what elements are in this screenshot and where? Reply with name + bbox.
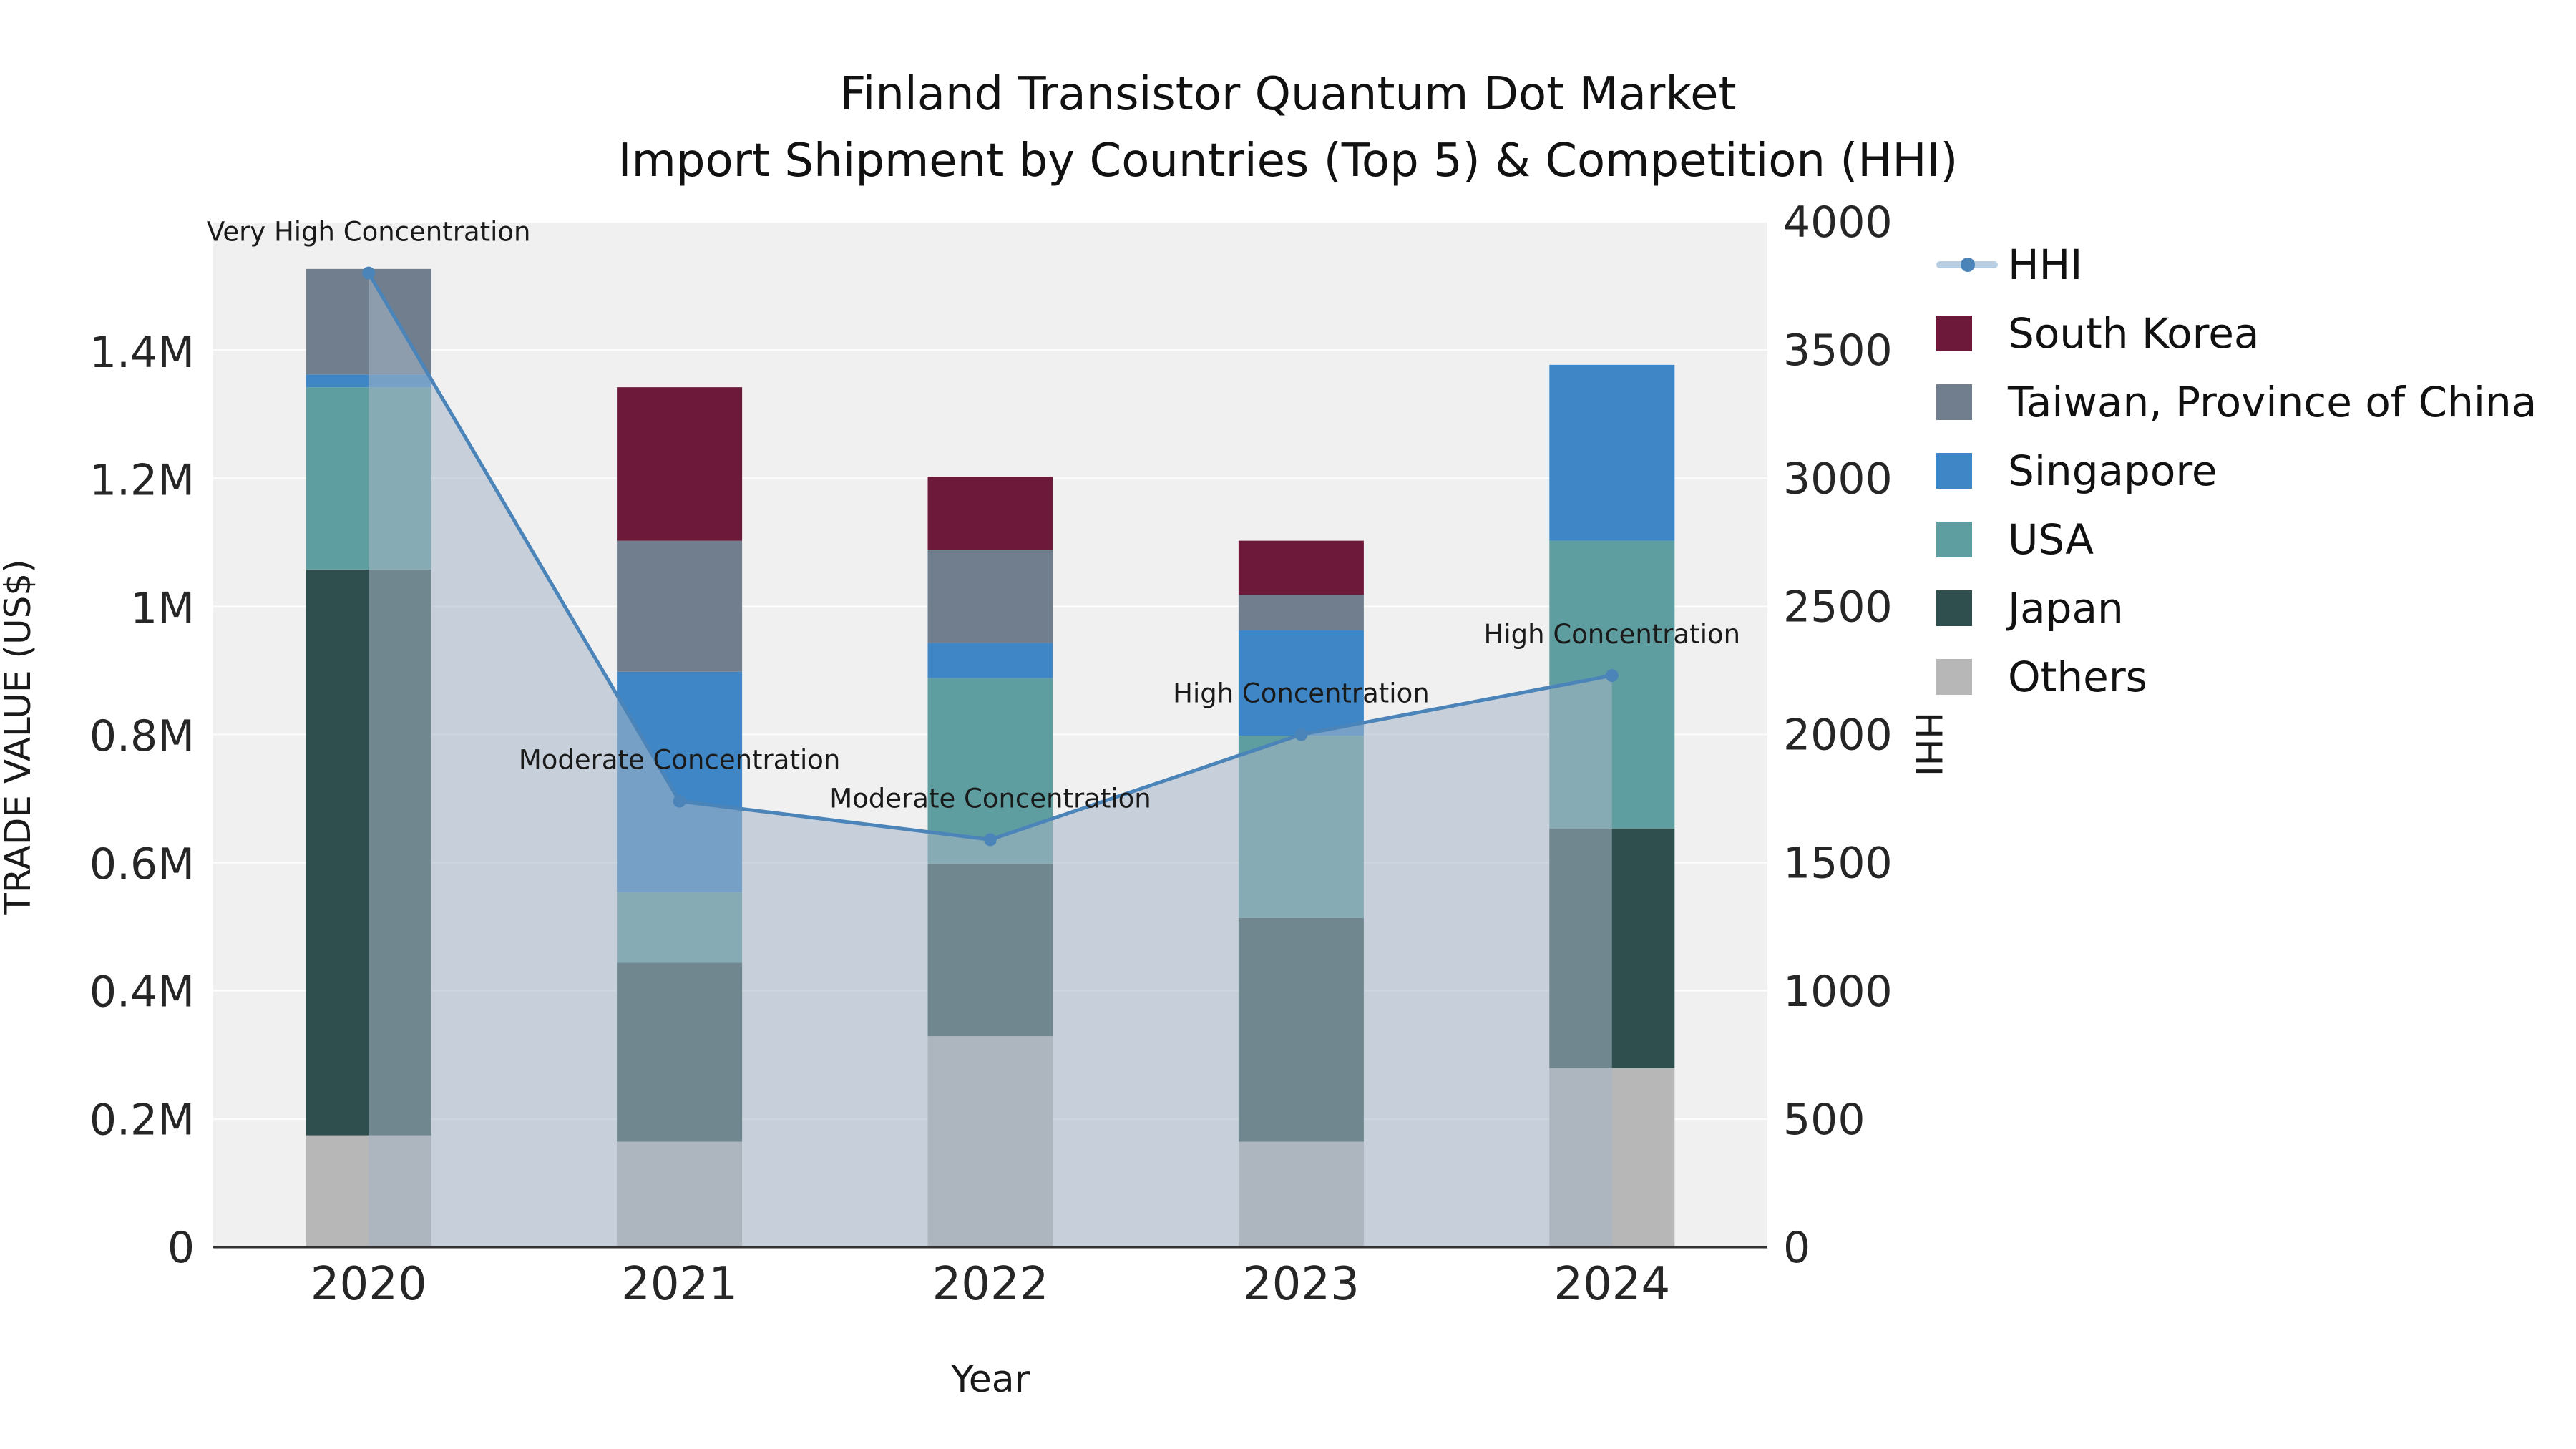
right-tick-label: 1500 [1783,839,1893,889]
bar-segment [1238,630,1364,736]
hhi-marker [1294,728,1308,741]
hhi-area [369,273,1612,1247]
legend-line-swatch [1936,258,2008,272]
right-tick-label: 2500 [1783,582,1893,632]
legend-label: Others [2008,653,2147,701]
legend-marker-dot [1961,258,1975,272]
chart-title-line1: Finland Transistor Quantum Dot Market [839,68,1736,121]
right-tick-label: 3000 [1783,454,1893,504]
legend-label: Singapore [2008,447,2218,495]
x-tick-label: 2020 [311,1258,427,1311]
right-tick-label: 0 [1783,1223,1810,1273]
bar-segment [1238,540,1364,595]
left-axis-title: TRADE VALUE (US$) [0,559,39,915]
bar-segment [617,387,743,541]
left-tick-label: 1.2M [89,456,195,506]
legend-item-usa: USA [1936,505,2537,574]
left-tick-label: 0.4M [89,967,195,1018]
annotation: Moderate Concentration [829,783,1151,814]
left-tick-label: 0.8M [89,711,195,761]
bar-segment [1549,364,1675,541]
legend-item-south-korea: South Korea [1936,299,2537,368]
annotation: High Concentration [1173,678,1430,709]
left-tick-label: 0 [167,1223,195,1273]
legend-label: HHI [2008,240,2083,289]
legend-item-hhi: HHI [1936,230,2537,299]
left-tick-label: 1.4M [89,328,195,378]
annotation: High Concentration [1484,619,1741,650]
legend-color-swatch [1936,453,2008,489]
legend-item-taiwan-province-of-china: Taiwan, Province of China [1936,368,2537,436]
annotation: Moderate Concentration [519,745,840,776]
left-tick-label: 1M [130,583,195,633]
plot-area: Very High Concentration Moderate Concentr… [89,197,1893,1311]
bar-segment [927,550,1053,643]
legend-item-others: Others [1936,643,2537,711]
legend-color-swatch [1936,522,2008,557]
hhi-marker [984,833,997,847]
x-tick-label: 2021 [621,1258,738,1311]
right-tick-label: 4000 [1783,197,1893,248]
x-tick-label: 2023 [1243,1258,1360,1311]
right-tick-label: 2000 [1783,711,1893,761]
legend-label: Taiwan, Province of China [2008,378,2537,426]
legend-label: South Korea [2008,309,2260,358]
legend-label: USA [2008,515,2094,564]
bar-segment [617,540,743,672]
legend-color-swatch [1936,316,2008,351]
hhi-marker [673,794,686,808]
legend-item-japan: Japan [1936,574,2537,643]
right-tick-label: 500 [1783,1095,1865,1145]
hhi-marker [362,266,376,280]
x-tick-label: 2024 [1553,1258,1670,1311]
legend-color-swatch [1936,659,2008,695]
left-tick-label: 0.6M [89,839,195,889]
left-tick-label: 0.2M [89,1095,195,1145]
bar-segment [1238,595,1364,630]
legend: HHI South Korea Taiwan, Province of China S… [1936,230,2537,711]
chart-title-line2: Import Shipment by Countries (Top 5) & C… [618,135,1958,187]
bar-segment [927,477,1053,551]
right-tick-label: 3500 [1783,326,1893,376]
legend-label: Japan [2008,584,2124,633]
hhi-marker [1605,669,1619,683]
legend-color-swatch [1936,384,2008,420]
right-axis-title: HHI [1908,712,1949,776]
right-tick-label: 1000 [1783,967,1893,1017]
legend-color-swatch [1936,590,2008,626]
x-axis-title: Year [950,1358,1030,1401]
x-tick-label: 2022 [932,1258,1049,1311]
legend-item-singapore: Singapore [1936,436,2537,505]
bar-segment [927,643,1053,678]
annotation: Very High Concentration [207,217,531,248]
